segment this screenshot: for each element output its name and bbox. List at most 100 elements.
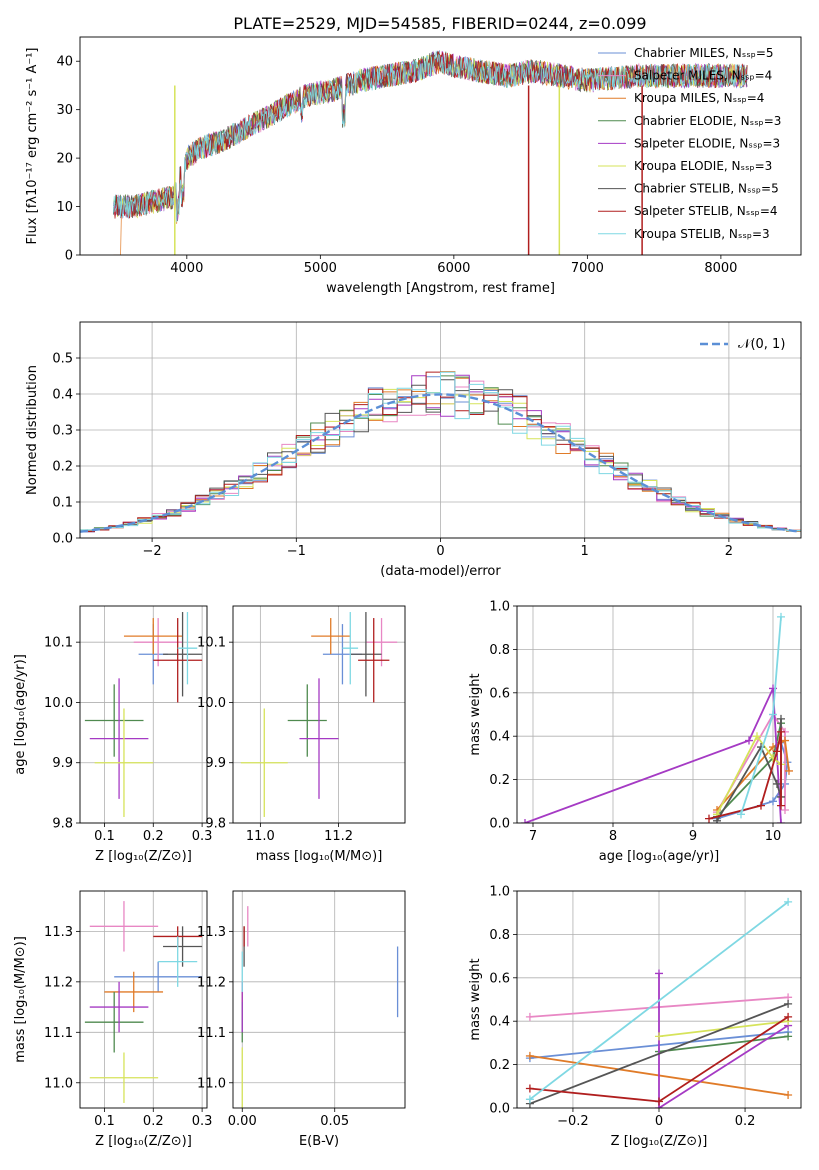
weight-point-marker — [745, 736, 753, 745]
x-tick-label: 10 — [765, 829, 782, 844]
y-tick-label: 0.0 — [52, 532, 73, 547]
y-axis-label: age [log₁₀(age/yr)] — [13, 654, 28, 775]
gaussian-reference-line — [80, 393, 801, 533]
weight-point-marker — [784, 1012, 793, 1021]
y-tick-label: 0.5 — [52, 352, 73, 367]
x-tick-label: 0.3 — [192, 1114, 213, 1129]
y-tick-label: 1.0 — [489, 600, 510, 615]
x-tick-label: 0.2 — [143, 829, 164, 844]
weight-point-marker — [705, 814, 713, 823]
x-axis-label: wavelength [Angstrom, rest frame] — [326, 281, 555, 296]
x-axis-label: (data-model)/error — [380, 564, 501, 579]
y-tick-label: 0.1 — [52, 496, 73, 511]
legend: 𝒩(0, 1) — [700, 337, 785, 352]
weight-point-marker — [737, 810, 745, 819]
y-tick-label: 0.6 — [489, 686, 510, 701]
x-axis-label: Z [log₁₀(Z/Z⊙)] — [95, 1134, 192, 1149]
weight-point-marker — [655, 1032, 663, 1041]
grid-lines — [80, 891, 207, 1108]
plot-area — [525, 897, 793, 1108]
plot-area — [521, 612, 793, 823]
y-axis-label: mass weight — [468, 958, 483, 1040]
grid-lines — [233, 891, 405, 1108]
weight-point-marker — [773, 779, 781, 788]
weight-point-marker — [781, 736, 789, 745]
weight-point-marker — [525, 1084, 534, 1093]
weight-point-marker — [777, 714, 785, 723]
weight-line — [529, 1002, 789, 1105]
plot-area — [113, 50, 748, 255]
legend-entry: Chabrier ELODIE, Nₛₛₚ=3 — [634, 114, 781, 128]
x-tick-label: 0.00 — [228, 1114, 257, 1129]
y-tick-label: 0.0 — [489, 817, 510, 832]
legend-entry: Chabrier MILES, Nₛₛₚ=5 — [634, 46, 774, 60]
panel-weight-vs-Z: −0.2 0 0.2 0.0 0.2 0.4 0.6 0.8 1.0 Z [log₁₀(Z/Z⊙)… — [468, 885, 802, 1149]
y-tick-label: 40 — [56, 55, 73, 70]
y-tick-label: 0.4 — [489, 1015, 510, 1030]
y-tick-label: 10.1 — [44, 636, 73, 651]
weight-point-marker — [777, 819, 785, 823]
histogram-step — [80, 371, 801, 531]
plot-area — [240, 612, 398, 817]
x-tick-label: −2 — [143, 544, 162, 559]
y-tick-label: 11.0 — [197, 1076, 226, 1091]
legend-entry: 𝒩(0, 1) — [738, 337, 785, 352]
y-tick-label: 10.0 — [44, 696, 73, 711]
y-tick-label: 0.4 — [489, 730, 510, 745]
spectrum-line — [113, 50, 748, 223]
weight-point-marker — [525, 1012, 534, 1021]
x-tick-label: −0.2 — [557, 1114, 589, 1129]
weight-point-marker — [773, 747, 781, 756]
weight-point-marker — [785, 766, 793, 775]
y-tick-label: 0.8 — [489, 928, 510, 943]
axes-frame — [516, 605, 802, 824]
weight-point-marker — [784, 1090, 793, 1099]
y-tick-label: 0.6 — [489, 971, 510, 986]
y-tick-label: 0.4 — [52, 388, 73, 403]
axes-frame — [516, 890, 802, 1109]
y-tick-label: 0.2 — [489, 773, 510, 788]
panel-age-vs-mass: 11.0 11.2 9.8 9.9 10.0 10.1 mass [log₁₀(M/M⊙)] — [197, 605, 406, 864]
y-tick-label: 0.0 — [489, 1102, 510, 1117]
y-tick-label: 0.2 — [52, 460, 73, 475]
x-tick-label: 6000 — [437, 261, 470, 276]
legend-entry: Kroupa MILES, Nₛₛₚ=4 — [634, 91, 764, 105]
weight-point-marker — [655, 969, 663, 978]
x-tick-label: 0 — [436, 544, 444, 559]
y-tick-label: 0.3 — [52, 424, 73, 439]
x-axis-label: E(B-V) — [299, 1134, 339, 1149]
panel-weight-vs-age: 7 8 9 10 0.0 0.2 0.4 0.6 0.8 1.0 age [log₁₀(age/yr… — [468, 600, 802, 864]
x-tick-label: 2 — [725, 544, 733, 559]
legend-entry: Kroupa ELODIE, Nₛₛₚ=3 — [634, 159, 772, 173]
axes-frame — [232, 890, 406, 1109]
y-tick-label: 0 — [65, 249, 73, 264]
legend-entry: Salpeter STELIB, Nₛₛₚ=4 — [634, 204, 778, 218]
y-tick-label: 0.8 — [489, 643, 510, 658]
grid-lines — [517, 605, 801, 824]
x-tick-label: 11.0 — [246, 829, 275, 844]
x-tick-label: 0.05 — [320, 1114, 349, 1129]
axes-frame — [79, 890, 208, 1109]
y-tick-label: 9.8 — [52, 817, 73, 832]
panel-residuals: −2 −1 0 1 2 0.0 0.1 0.2 0.3 0.4 0.5 (data-model)/er… — [25, 321, 802, 579]
y-tick-label: 9.8 — [205, 817, 226, 832]
x-tick-label: 0.2 — [735, 1114, 756, 1129]
x-axis-label: Z [log₁₀(Z/Z⊙)] — [611, 1134, 708, 1149]
y-tick-label: 11.1 — [44, 1026, 73, 1041]
y-tick-label: 11.3 — [44, 925, 73, 940]
panel-mass-vs-Z: 0.1 0.2 0.3 11.0 11.1 11.2 11.3 Z [log₁₀(Z/Z⊙)]… — [13, 890, 213, 1149]
y-tick-label: 20 — [56, 152, 73, 167]
x-tick-label: 7 — [529, 829, 537, 844]
weight-point-marker — [757, 801, 765, 810]
x-tick-label: 0.3 — [192, 829, 213, 844]
plot-area — [84, 901, 203, 1103]
plot-area — [241, 906, 399, 1108]
x-tick-label: 0.1 — [94, 829, 115, 844]
y-axis-label: mass weight — [468, 673, 483, 755]
weight-point-marker — [655, 1097, 663, 1106]
y-tick-label: 10 — [56, 200, 73, 215]
axes-frame — [232, 605, 406, 824]
y-tick-label: 11.2 — [197, 975, 226, 990]
weight-point-marker — [777, 612, 785, 621]
